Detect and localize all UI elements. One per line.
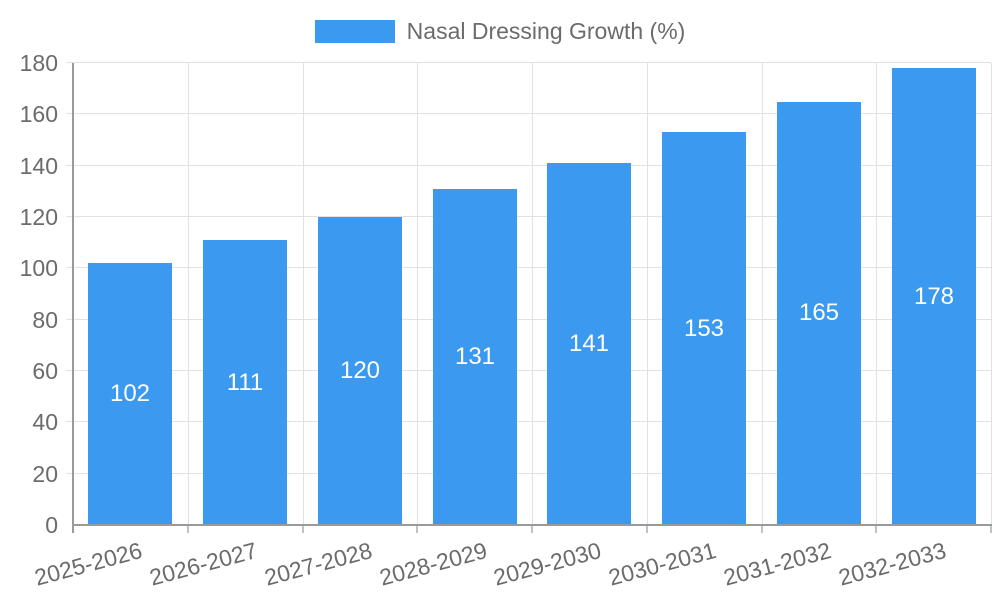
y-axis-tick	[66, 62, 73, 63]
chart-legend[interactable]: Nasal Dressing Growth (%)	[0, 17, 1000, 45]
bar-2026-2027[interactable]	[203, 240, 287, 524]
x-axis-line	[72, 524, 992, 526]
y-axis-tick	[66, 216, 73, 217]
x-tick-label: 2027-2028	[261, 537, 375, 591]
x-tick-label: 2028-2029	[376, 537, 490, 591]
y-tick-label: 40	[32, 409, 58, 435]
y-axis-tick	[66, 165, 73, 166]
x-tick-label: 2032-2033	[835, 537, 949, 591]
x-axis-tick	[875, 526, 877, 533]
x-gridline	[876, 63, 877, 524]
bar-value-label: 178	[913, 283, 955, 310]
y-tick-label: 120	[19, 204, 58, 230]
y-axis-tick	[66, 113, 73, 114]
y-tick-label: 160	[19, 101, 58, 127]
bar-2030-2031[interactable]	[662, 132, 746, 524]
x-gridline	[647, 63, 648, 524]
bar-value-label: 102	[109, 380, 151, 407]
x-axis-tick	[646, 526, 648, 533]
x-tick-label: 2026-2027	[146, 537, 260, 591]
y-tick-label: 80	[32, 307, 58, 333]
y-axis-tick	[66, 473, 73, 474]
y-tick-label: 0	[45, 512, 58, 538]
x-gridline	[188, 63, 189, 524]
y-tick-label: 140	[19, 153, 58, 179]
x-gridline	[303, 63, 304, 524]
bar-2028-2029[interactable]	[433, 189, 517, 524]
y-tick-label: 180	[19, 50, 58, 76]
y-axis-tick	[66, 370, 73, 371]
legend-label: Nasal Dressing Growth (%)	[406, 18, 686, 44]
bar-2029-2030[interactable]	[547, 163, 631, 524]
x-gridline	[762, 63, 763, 524]
bar-value-label: 131	[454, 343, 496, 370]
x-gridline	[532, 63, 533, 524]
y-tick-label: 100	[19, 255, 58, 281]
x-axis-tick	[302, 526, 304, 533]
y-axis-line	[72, 63, 74, 533]
bar-2025-2026[interactable]	[88, 263, 172, 524]
x-tick-label: 2030-2031	[605, 537, 719, 591]
y-tick-label: 20	[32, 461, 58, 487]
x-axis-tick	[990, 526, 992, 533]
x-axis-tick	[416, 526, 418, 533]
y-axis-tick	[66, 319, 73, 320]
bar-2032-2033[interactable]	[892, 68, 976, 524]
y-axis-tick	[66, 267, 73, 268]
x-tick-label: 2029-2030	[490, 537, 604, 591]
y-tick-label: 60	[32, 358, 58, 384]
x-gridline	[991, 63, 992, 524]
bar-value-label: 111	[226, 369, 264, 396]
bar-value-label: 165	[798, 299, 840, 326]
x-tick-label: 2025-2026	[31, 537, 145, 591]
legend-swatch	[314, 19, 395, 43]
x-tick-label: 2031-2032	[720, 537, 834, 591]
bar-value-label: 153	[683, 315, 725, 342]
bar-value-label: 141	[568, 330, 610, 357]
x-axis-tick	[531, 526, 533, 533]
bar-2027-2028[interactable]	[318, 217, 402, 524]
y-gridline	[73, 62, 991, 63]
bar-2031-2032[interactable]	[777, 102, 861, 525]
bar-value-label: 120	[339, 357, 381, 384]
x-axis-tick	[187, 526, 189, 533]
y-axis-tick	[66, 421, 73, 422]
x-gridline	[417, 63, 418, 524]
x-axis-tick	[761, 526, 763, 533]
